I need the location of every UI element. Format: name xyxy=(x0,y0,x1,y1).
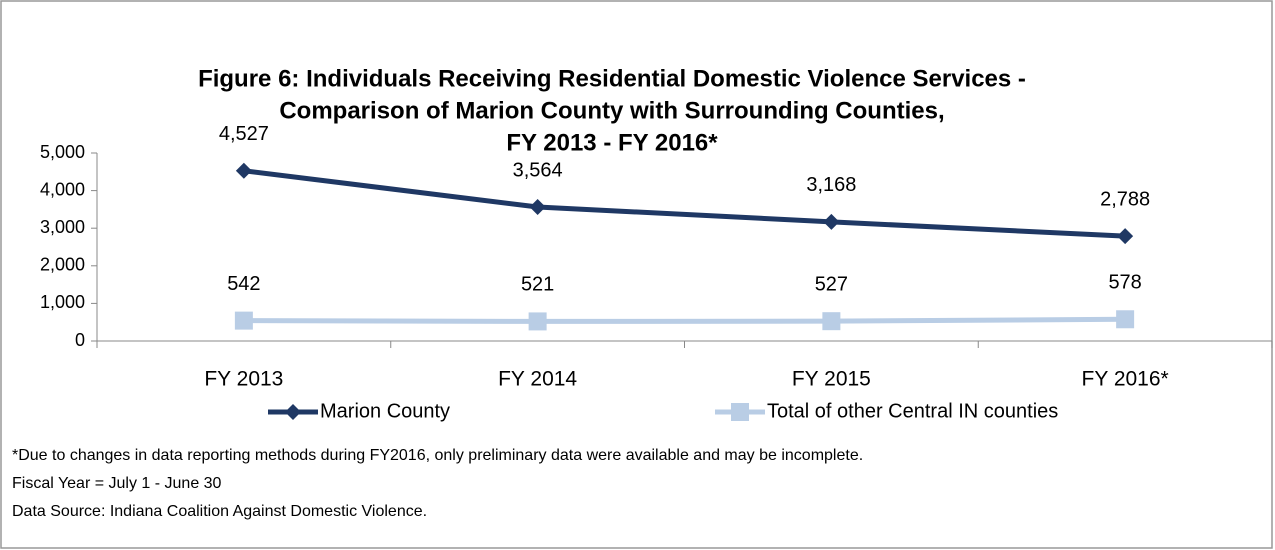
chart-title: Figure 6: Individuals Receiving Resident… xyxy=(198,65,1026,92)
y-tick-label: 4,000 xyxy=(40,179,85,199)
y-tick-label: 2,000 xyxy=(40,255,85,275)
footnote: *Due to changes in data reporting method… xyxy=(12,447,863,464)
y-tick-label: 0 xyxy=(75,330,85,350)
y-tick-label: 5,000 xyxy=(40,142,85,162)
data-label: 2,788 xyxy=(1100,188,1150,210)
data-label: 4,527 xyxy=(219,123,269,145)
legend-label: Total of other Central IN counties xyxy=(767,400,1058,422)
x-tick-label: FY 2016* xyxy=(1082,368,1169,391)
legend-marker xyxy=(285,404,301,420)
data-point xyxy=(529,198,546,215)
data-label: 3,564 xyxy=(513,159,563,181)
series-line xyxy=(243,168,1126,239)
data-point xyxy=(1116,310,1135,329)
legend-marker xyxy=(731,403,749,421)
y-tick-label: 1,000 xyxy=(40,292,85,312)
data-point xyxy=(234,311,253,330)
data-point xyxy=(235,162,252,179)
footnote: Fiscal Year = July 1 - June 30 xyxy=(12,475,222,492)
legend-label: Marion County xyxy=(320,400,450,422)
x-tick-label: FY 2015 xyxy=(792,368,871,391)
data-label: 527 xyxy=(815,273,848,295)
x-tick-label: FY 2014 xyxy=(498,368,577,391)
chart-title: FY 2013 - FY 2016* xyxy=(506,129,718,156)
data-point xyxy=(823,213,840,230)
series-line xyxy=(243,316,1126,324)
data-label: 542 xyxy=(227,273,260,295)
x-tick-label: FY 2013 xyxy=(204,368,283,391)
data-point xyxy=(528,312,547,331)
data-label: 3,168 xyxy=(806,174,856,196)
data-label: 521 xyxy=(521,274,554,296)
data-point xyxy=(1117,228,1134,245)
chart-title: Comparison of Marion County with Surroun… xyxy=(279,97,944,124)
data-point xyxy=(822,312,841,331)
y-tick-label: 3,000 xyxy=(40,217,85,237)
footnote: Data Source: Indiana Coalition Against D… xyxy=(12,503,427,520)
data-label: 578 xyxy=(1108,272,1141,294)
